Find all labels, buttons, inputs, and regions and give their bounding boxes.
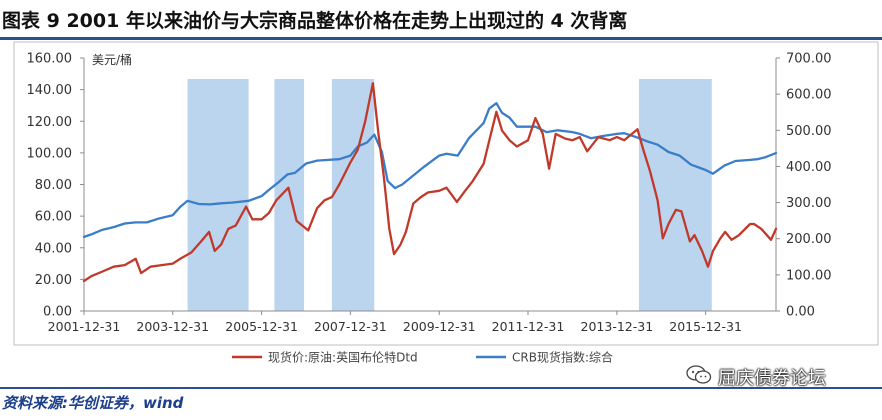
legend: 现货价:原油:英国布伦特Dtd CRB现货指数:综合 xyxy=(232,350,613,365)
shaded-period-3 xyxy=(331,79,375,311)
left-tick-label: 20.00 xyxy=(35,273,72,288)
x-tick-label: 2013-12-31 xyxy=(581,319,654,334)
shaded-periods xyxy=(187,79,712,311)
plot-frame xyxy=(13,41,879,346)
left-tick-label: 80.00 xyxy=(35,178,72,193)
right-tick-label: 400.00 xyxy=(786,160,832,175)
left-axis-unit-label: 美元/桶 xyxy=(92,52,132,67)
left-tick-label: 120.00 xyxy=(27,115,73,130)
chart: 0.00 20.00 40.00 60.00 80.00 100.00 120.00 140.… xyxy=(13,41,879,365)
right-tick-label: 700.00 xyxy=(786,52,832,67)
left-tick-label: 140.00 xyxy=(27,83,73,98)
oil-price-line xyxy=(82,82,778,283)
legend-label-oil: 现货价:原油:英国布伦特Dtd xyxy=(268,350,418,365)
figure-title: 图表 9 2001 年以来油价与大宗商品整体价格在走势上出现过的 4 次背离 xyxy=(2,10,628,32)
shaded-period-1 xyxy=(187,79,249,311)
x-tick-label: 2011-12-31 xyxy=(492,319,565,334)
shaded-period-4 xyxy=(638,79,712,311)
left-tick-label: 100.00 xyxy=(27,146,73,161)
x-tick-label: 2005-12-31 xyxy=(225,319,298,334)
right-tick-label: 0.00 xyxy=(786,305,815,320)
series-lines xyxy=(82,82,778,283)
watermark-text: 屈庆债券论坛 xyxy=(718,368,826,389)
left-tick-label: 0.00 xyxy=(43,305,72,320)
right-tick-label: 600.00 xyxy=(786,88,832,103)
bottom-rule xyxy=(0,387,882,389)
right-tick-label: 200.00 xyxy=(786,232,832,247)
x-tick-label: 2015-12-31 xyxy=(669,319,742,334)
top-rule xyxy=(0,37,882,40)
crb-index-line xyxy=(82,102,778,239)
source-note: 资料来源:华创证券，wind xyxy=(2,394,184,412)
x-tick-label: 2003-12-31 xyxy=(136,319,209,334)
right-tick-label: 500.00 xyxy=(786,124,832,139)
right-tick-label: 300.00 xyxy=(786,196,832,211)
axes: 0.00 20.00 40.00 60.00 80.00 100.00 120.00 140.… xyxy=(27,52,832,335)
wechat-icon xyxy=(686,365,712,384)
legend-label-crb: CRB现货指数:综合 xyxy=(512,350,613,365)
left-tick-label: 60.00 xyxy=(35,210,72,225)
left-tick-label: 40.00 xyxy=(35,241,72,256)
right-tick-label: 100.00 xyxy=(786,268,832,283)
x-tick-label: 2009-12-31 xyxy=(403,319,476,334)
x-tick-label: 2007-12-31 xyxy=(314,319,387,334)
x-tick-label: 2001-12-31 xyxy=(48,319,121,334)
left-tick-label: 160.00 xyxy=(27,52,73,67)
